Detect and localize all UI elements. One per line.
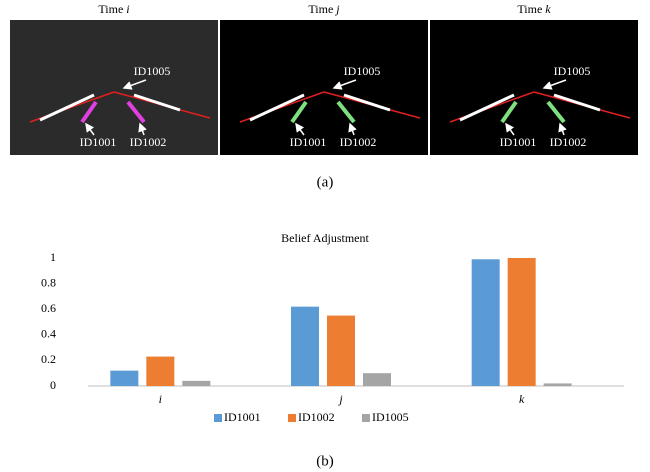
- id-label: ID1002: [340, 135, 377, 149]
- panel-title: Time i: [98, 2, 129, 16]
- title-text: Time: [98, 2, 123, 16]
- title-text: Time: [308, 2, 333, 16]
- bar: [544, 383, 572, 386]
- title-text: Time: [517, 2, 542, 16]
- bar: [508, 258, 536, 386]
- x-tick-label: j: [337, 392, 343, 406]
- legend-label: ID1005: [372, 410, 409, 424]
- figure: Time i ID1005 ID1001 ID1002 Time j ID1005 ID10…: [0, 0, 650, 472]
- y-tick-label: 0.4: [41, 327, 56, 341]
- title-var: k: [545, 2, 551, 16]
- image-panel: Time j ID1005 ID1001 ID1002: [220, 2, 428, 155]
- title-var: i: [126, 2, 129, 16]
- y-tick-label: 0.6: [41, 301, 56, 315]
- bar: [182, 381, 210, 386]
- image-panel: Time i ID1005 ID1001 ID1002: [10, 2, 218, 155]
- x-tick-label: k: [519, 392, 525, 406]
- id-label: ID1001: [80, 135, 117, 149]
- legend-swatch: [288, 414, 296, 422]
- legend-label: ID1002: [298, 410, 335, 424]
- x-tick-label: i: [159, 392, 162, 406]
- caption: (b): [316, 453, 334, 469]
- id-label: ID1002: [550, 135, 587, 149]
- y-tick-label: 0.2: [41, 352, 56, 366]
- legend-swatch: [362, 414, 370, 422]
- caption: (a): [317, 174, 334, 190]
- id-label: ID1005: [344, 64, 381, 78]
- id-label: ID1005: [554, 64, 591, 78]
- image-panel: Time k ID1005 ID1001 ID1002: [430, 2, 638, 155]
- bar: [472, 259, 500, 386]
- legend-label: ID1001: [224, 410, 261, 424]
- bar: [291, 307, 319, 386]
- id-label: ID1001: [290, 135, 327, 149]
- y-tick-label: 1: [50, 250, 56, 264]
- id-label: ID1001: [500, 135, 537, 149]
- panel-title: Time k: [517, 2, 551, 16]
- y-tick-label: 0.8: [41, 275, 56, 289]
- chart-title: Belief Adjustment: [281, 231, 369, 245]
- bar: [363, 373, 391, 386]
- chart: 0 0.2 0.4 0.6 0.8 1 i j k ID1001 ID1002 ID1005: [41, 250, 624, 424]
- bar: [327, 316, 355, 386]
- id-label: ID1002: [130, 135, 167, 149]
- image-row: Time i ID1005 ID1001 ID1002 Time j ID1005 ID10…: [10, 2, 638, 155]
- id-label: ID1005: [134, 64, 171, 78]
- y-tick-label: 0: [50, 378, 56, 392]
- bar: [110, 371, 138, 386]
- panel-title: Time j: [308, 2, 340, 16]
- title-var: j: [334, 2, 340, 16]
- bar: [146, 357, 174, 386]
- legend-swatch: [214, 414, 222, 422]
